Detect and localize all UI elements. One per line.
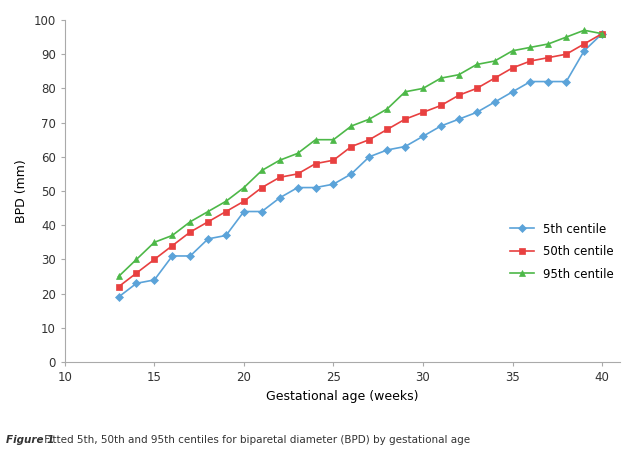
50th centile [258,185,265,190]
95th centile [526,44,534,50]
5th centile [598,31,606,36]
50th centile [204,219,212,224]
Text: Figure 1: Figure 1 [6,435,55,445]
95th centile [276,158,284,163]
Text: Fitted 5th, 50th and 95th centiles for biparetal diameter (BPD) by gestational a: Fitted 5th, 50th and 95th centiles for b… [41,435,471,445]
95th centile [545,41,552,47]
5th centile [115,294,123,299]
5th centile [419,134,427,139]
Line: 5th centile: 5th centile [116,31,605,300]
50th centile [294,171,302,176]
50th centile [347,144,355,149]
Line: 95th centile: 95th centile [115,27,606,280]
5th centile [384,147,391,153]
5th centile [258,209,265,214]
5th centile [294,185,302,190]
5th centile [312,185,319,190]
5th centile [187,253,194,259]
95th centile [366,116,373,122]
95th centile [204,209,212,214]
50th centile [509,65,516,70]
5th centile [437,123,444,129]
5th centile [150,277,158,282]
95th centile [222,198,230,204]
95th centile [240,185,248,190]
5th centile [455,116,463,122]
95th centile [419,86,427,91]
95th centile [598,31,606,36]
95th centile [455,72,463,77]
5th centile [545,79,552,84]
95th centile [384,106,391,112]
Legend: 5th centile, 50th centile, 95th centile: 5th centile, 50th centile, 95th centile [511,223,614,281]
50th centile [563,52,570,57]
50th centile [133,270,140,276]
95th centile [187,219,194,224]
5th centile [222,233,230,238]
50th centile [401,116,409,122]
5th centile [526,79,534,84]
95th centile [580,27,588,33]
50th centile [330,158,337,163]
95th centile [563,35,570,40]
95th centile [509,48,516,53]
50th centile [419,110,427,115]
5th centile [401,144,409,149]
50th centile [491,75,498,81]
50th centile [240,198,248,204]
95th centile [491,58,498,64]
Line: 50th centile: 50th centile [116,31,605,290]
50th centile [580,41,588,47]
5th centile [509,89,516,94]
95th centile [150,240,158,245]
5th centile [491,99,498,105]
X-axis label: Gestational age (weeks): Gestational age (weeks) [266,390,418,403]
5th centile [580,48,588,53]
95th centile [401,89,409,94]
5th centile [240,209,248,214]
95th centile [115,274,123,279]
50th centile [455,92,463,98]
95th centile [133,257,140,262]
50th centile [222,209,230,214]
95th centile [312,137,319,142]
95th centile [347,123,355,129]
95th centile [473,62,481,67]
5th centile [330,181,337,187]
5th centile [133,281,140,286]
95th centile [437,75,444,81]
50th centile [437,103,444,108]
95th centile [168,233,176,238]
50th centile [276,175,284,180]
50th centile [598,31,606,36]
50th centile [187,229,194,235]
50th centile [473,86,481,91]
5th centile [204,236,212,242]
5th centile [366,154,373,159]
5th centile [563,79,570,84]
5th centile [347,171,355,176]
95th centile [330,137,337,142]
50th centile [366,137,373,142]
Y-axis label: BPD (mm): BPD (mm) [15,159,28,223]
50th centile [526,58,534,64]
5th centile [276,195,284,201]
50th centile [150,257,158,262]
5th centile [168,253,176,259]
95th centile [294,151,302,156]
95th centile [258,168,265,173]
50th centile [168,243,176,248]
50th centile [115,284,123,290]
50th centile [545,55,552,60]
5th centile [473,110,481,115]
50th centile [312,161,319,166]
50th centile [384,127,391,132]
